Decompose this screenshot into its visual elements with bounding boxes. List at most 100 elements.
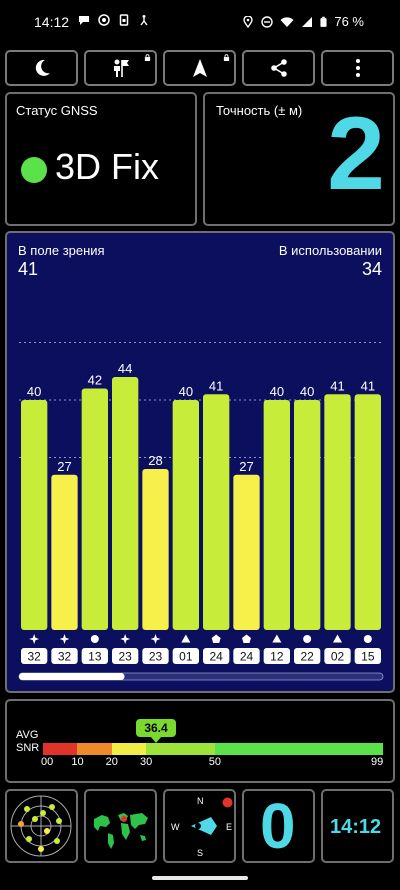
status-left-icons (78, 14, 150, 26)
snr-label: SNR (16, 742, 40, 754)
prn-label: 22 (300, 650, 314, 664)
satellite-snr-chart: 40 32 27 32 42 13 44 23 28 23 40 01 41 24 27 24 40 12 40 22… (18, 342, 384, 681)
snr-bar[interactable] (294, 400, 321, 630)
more-vertical-icon (355, 59, 360, 77)
snr-tick-label: 30 (140, 756, 153, 768)
in-use-label: В использовании (278, 243, 382, 258)
accuracy-label: Точность (± м) (216, 103, 303, 118)
snr-scale-segment (111, 743, 146, 755)
compass-north: N (197, 796, 204, 806)
more-options-button[interactable] (321, 50, 394, 86)
prn-label: 02 (331, 650, 345, 664)
prn-chip (142, 648, 169, 664)
snr-bar-label: 27 (239, 459, 253, 474)
chart-scrollbar-thumb[interactable] (19, 673, 125, 680)
navigation-button[interactable] (163, 50, 236, 86)
zero-counter-value: 0 (260, 790, 296, 862)
prn-chip (21, 648, 48, 664)
zero-counter-tile[interactable]: 0 (242, 789, 315, 863)
snr-bar[interactable] (142, 469, 169, 630)
snr-scale-bar (43, 743, 383, 755)
triangle-constellation-icon (272, 634, 282, 643)
snr-bar[interactable] (81, 388, 108, 631)
snr-average-value: 36.4 (136, 719, 176, 737)
prn-chip (172, 648, 199, 664)
sim-icon (119, 14, 129, 26)
target-icon (98, 14, 110, 26)
snr-bar[interactable] (263, 400, 290, 630)
prn-label: 24 (240, 650, 254, 664)
compass-tile[interactable]: N S W E (163, 789, 236, 863)
in-view-label: В поле зрения (18, 243, 105, 258)
snr-bar-label: 41 (209, 378, 223, 393)
star-constellation-icon (29, 634, 40, 644)
navigation-arrow-icon (192, 59, 207, 77)
prn-label: 23 (118, 650, 132, 664)
snr-average-pointer (150, 736, 162, 743)
snr-bar[interactable] (354, 394, 381, 630)
world-map-tile[interactable] (84, 789, 157, 863)
lock-icon (223, 54, 230, 61)
accuracy-panel[interactable]: Точность (± м) 2 (203, 92, 395, 226)
snr-bar-label: 40 (300, 384, 314, 399)
pentagon-constellation-icon (242, 634, 251, 643)
clock-tile[interactable]: 14:12 (321, 789, 394, 863)
person-flag-icon (113, 59, 129, 77)
compass-needle-icon (191, 817, 217, 835)
snr-tick-label: 20 (105, 756, 118, 768)
prn-chip (203, 648, 230, 664)
snr-bar[interactable] (51, 474, 78, 630)
snr-bar[interactable] (172, 400, 199, 630)
sky-radar-tile[interactable] (5, 789, 78, 863)
compass-south: S (197, 848, 204, 858)
gesture-home-bar[interactable] (152, 876, 248, 880)
star-constellation-icon (120, 634, 131, 644)
snr-tick-label: 10 (71, 756, 84, 768)
compass-west: W (171, 822, 180, 832)
star-constellation-icon (59, 634, 70, 644)
prn-chip (324, 648, 351, 664)
location-icon (243, 15, 254, 28)
satellite-signal-panel[interactable]: В поле зрения 41 В использовании 34 40 32… (5, 231, 395, 693)
snr-scale-segment (145, 743, 215, 755)
in-use-count: 34 (361, 259, 382, 279)
circle-constellation-icon (303, 635, 312, 643)
status-bar: 14:12 76 % (0, 0, 400, 44)
snr-bar[interactable] (324, 394, 351, 630)
prn-label: 32 (27, 650, 41, 664)
prn-label: 24 (209, 650, 223, 664)
prn-label: 15 (361, 650, 375, 664)
circle-constellation-icon (90, 635, 99, 643)
snr-bar[interactable] (233, 474, 260, 630)
pentagon-constellation-icon (211, 634, 221, 643)
gnss-status-label: Статус GNSS (16, 103, 98, 118)
place-marker-button[interactable] (84, 50, 157, 86)
share-button[interactable] (242, 50, 315, 86)
prn-label: 23 (149, 650, 163, 664)
snr-bar[interactable] (203, 394, 230, 630)
share-icon (270, 59, 287, 77)
prn-label: 32 (58, 650, 72, 664)
prn-chip (51, 648, 78, 664)
snr-bar-label: 44 (118, 361, 132, 376)
status-time: 14:12 (34, 14, 70, 30)
status-right-icons: 76 % (242, 14, 364, 29)
snr-bar[interactable] (112, 377, 139, 630)
snr-bar[interactable] (21, 400, 48, 630)
clock-value: 14:12 (330, 816, 382, 838)
sky-radar-icon (10, 795, 72, 857)
world-map-icon (94, 813, 148, 849)
star-constellation-icon (150, 634, 161, 644)
accuracy-value: 2 (327, 96, 385, 212)
circle-constellation-icon (363, 635, 372, 643)
gnss-status-panel[interactable]: Статус GNSS 3D Fix (5, 92, 197, 226)
night-mode-button[interactable] (5, 50, 78, 86)
gnss-status-value: 3D Fix (55, 146, 160, 187)
triangle-constellation-icon (181, 634, 191, 643)
compass-calibration-icon (222, 797, 233, 808)
signal-icon (302, 16, 313, 27)
snr-bar-label: 42 (88, 373, 102, 388)
prn-chip (81, 648, 108, 664)
snr-average-panel: AVG SNR 00 10 20 30 50 99 (5, 699, 395, 783)
prn-chip (263, 648, 290, 664)
